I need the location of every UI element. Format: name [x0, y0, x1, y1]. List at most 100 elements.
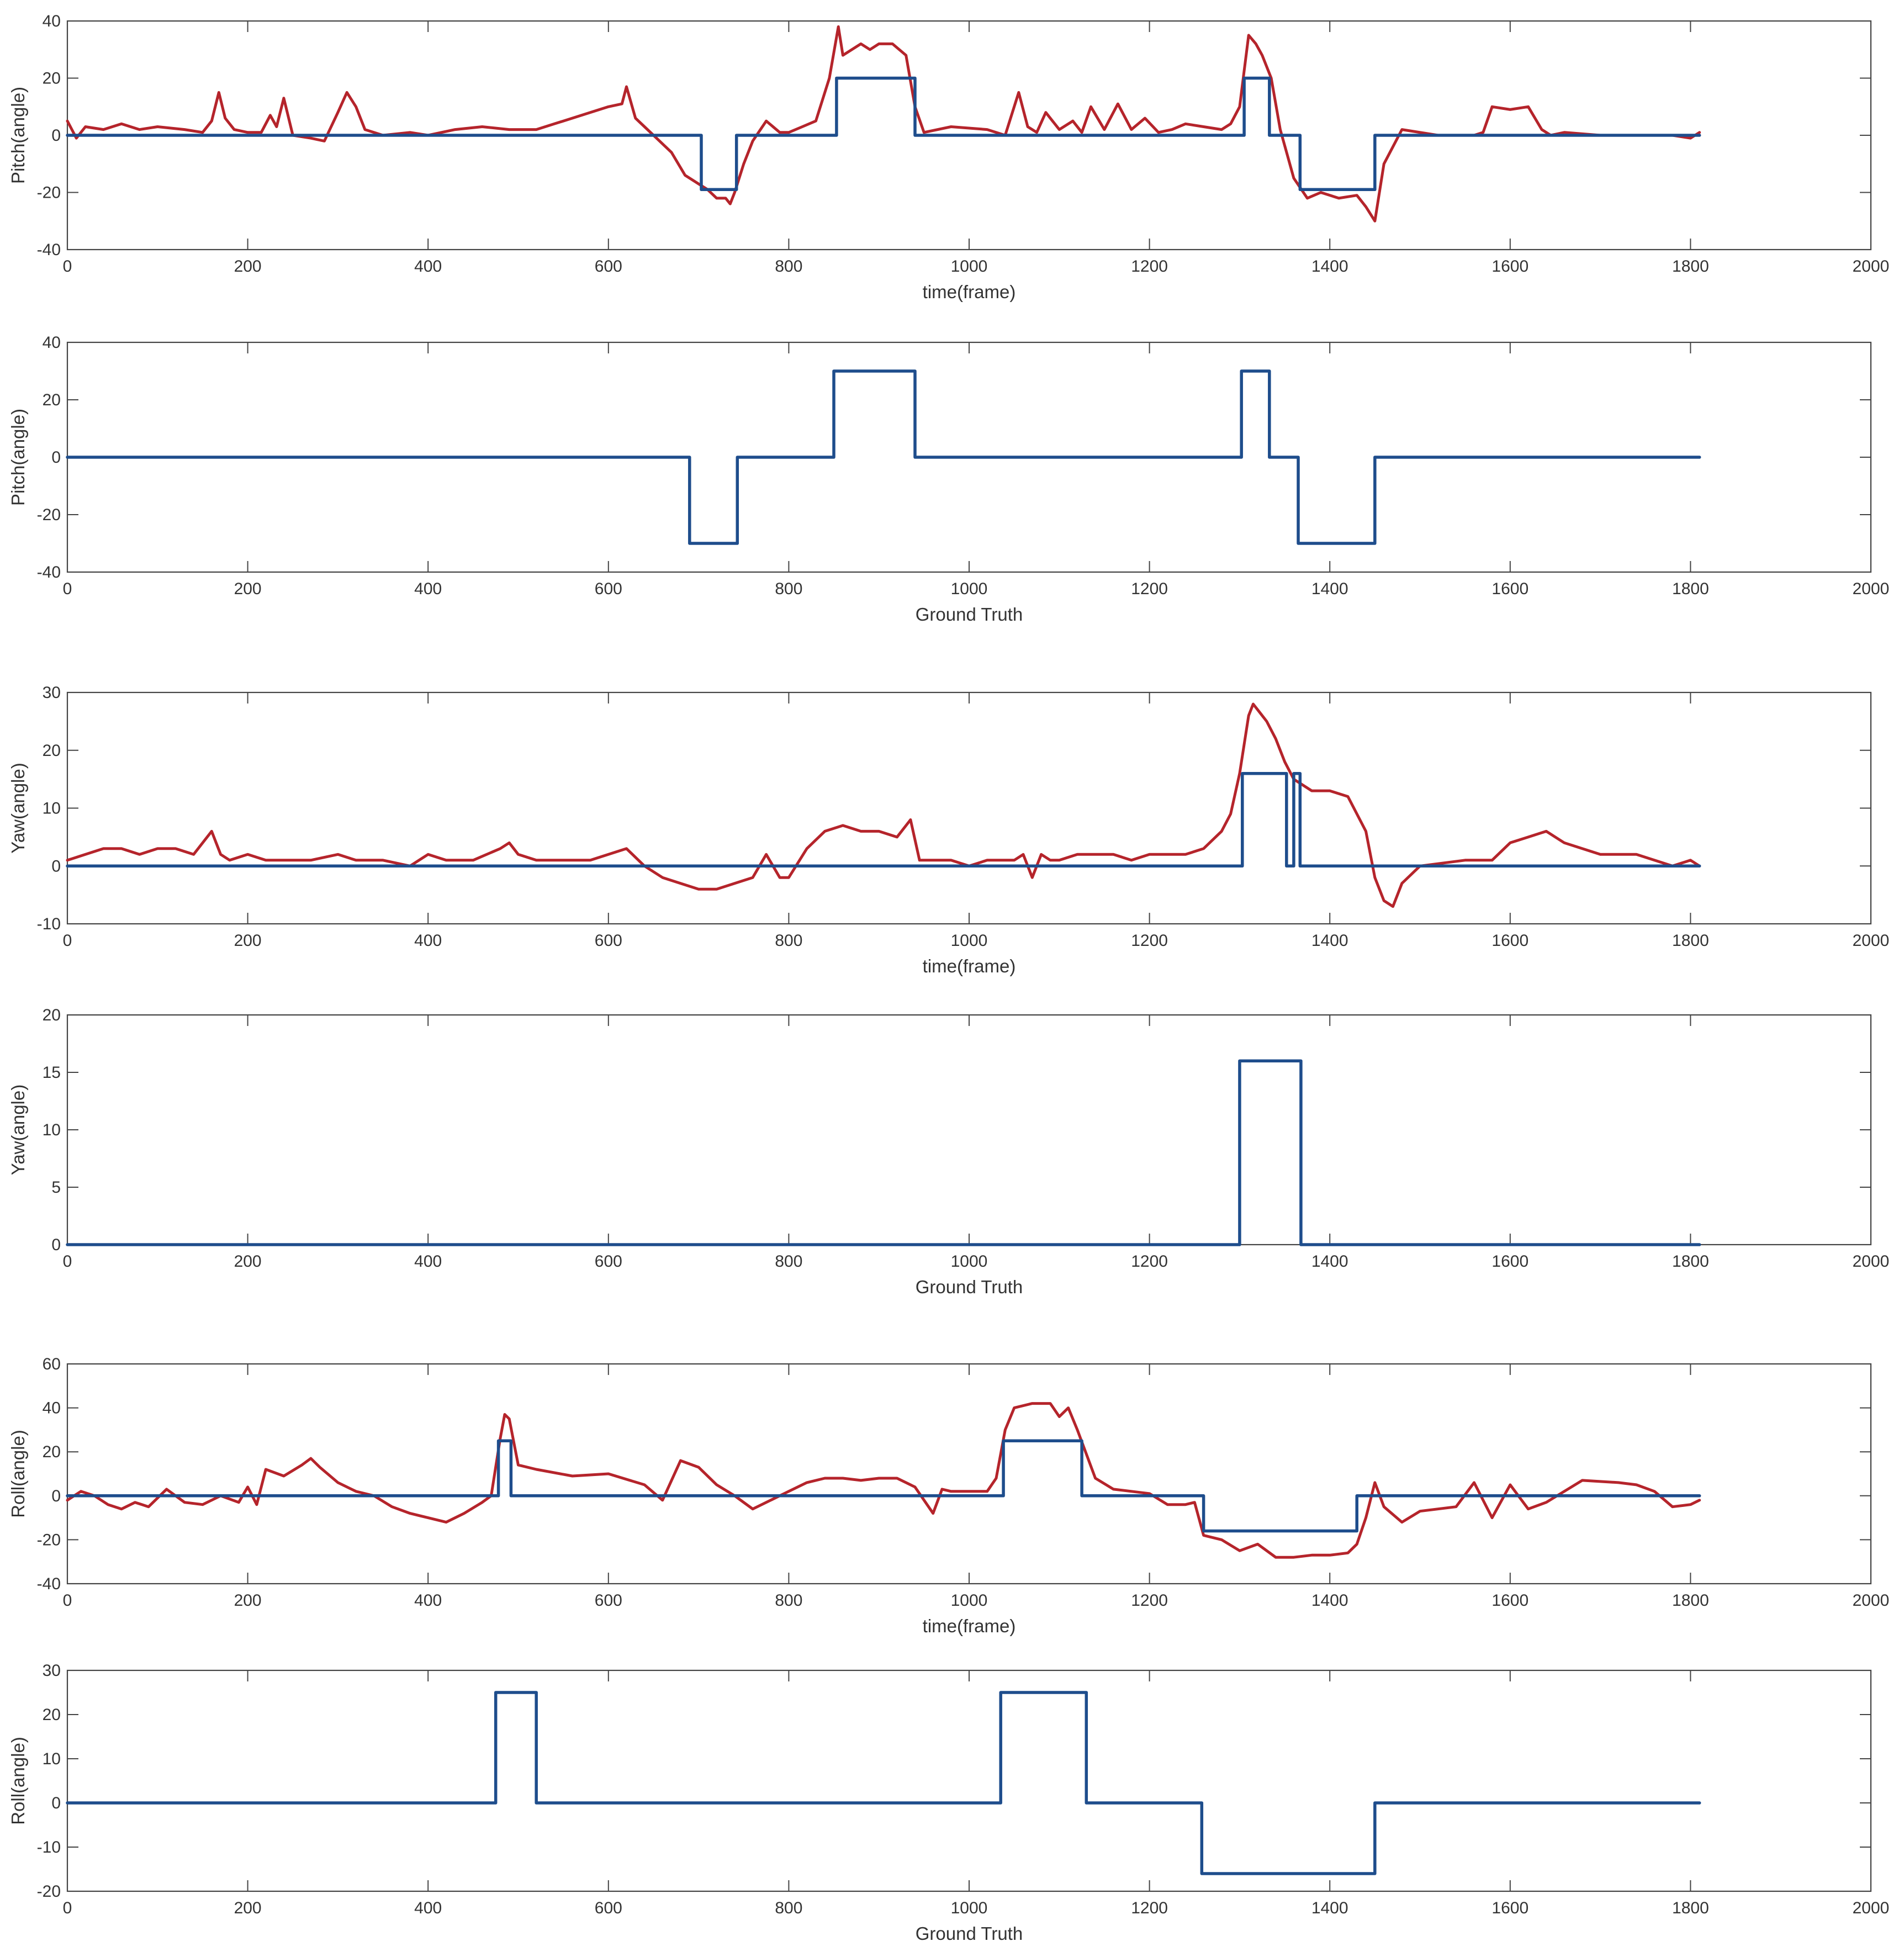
- x-tick-label: 200: [234, 1899, 262, 1917]
- y-axis-label: Yaw(angle): [8, 763, 28, 853]
- y-tick-label: -20: [37, 506, 61, 524]
- x-tick-label: 800: [775, 257, 802, 276]
- series-line-predicted: [66, 702, 1701, 908]
- y-tick-label: -40: [37, 1575, 61, 1593]
- x-axis-label: Ground Truth: [916, 604, 1023, 625]
- y-tick-label: 5: [51, 1178, 61, 1197]
- chart-roll-pred: 0 200 400 600 800 1000 1200 1400 1600 1800 2000-40…: [8, 1355, 1889, 1636]
- y-tick-label: -10: [37, 915, 61, 933]
- chart-yaw-pred: 0 200 400 600 800 1000 1200 1400 1600 1800 2000-10…: [8, 684, 1889, 976]
- y-tick-label: 0: [51, 1794, 61, 1812]
- series-line-ground-truth: [66, 1439, 1701, 1533]
- x-tick-label: 1600: [1492, 1591, 1529, 1610]
- series-line-predicted: [66, 25, 1701, 223]
- y-tick-label: 30: [43, 684, 61, 702]
- x-tick-label: 2000: [1853, 580, 1890, 598]
- x-tick-label: 600: [595, 257, 622, 276]
- x-tick-label: 400: [414, 580, 442, 598]
- x-tick-label: 1000: [951, 1252, 988, 1271]
- series-line-ground-truth: [66, 771, 1701, 868]
- plot-area: [66, 1669, 1872, 1892]
- y-tick-label: -20: [37, 1531, 61, 1549]
- y-tick-label: 15: [43, 1064, 61, 1082]
- x-tick-label: 400: [414, 932, 442, 950]
- x-tick-label: 1400: [1311, 1899, 1348, 1917]
- chart-pitch-gt: 0 200 400 600 800 1000 1200 1400 1600 1800 2000-40…: [8, 334, 1889, 625]
- y-axis-label: Pitch(angle): [8, 409, 28, 506]
- chart-yaw-gt: 0 200 400 600 800 1000 1200 1400 1600 1800 2000 0 5 1…: [8, 1006, 1889, 1297]
- x-tick-label: 0: [63, 580, 72, 598]
- x-tick-label: 1200: [1131, 1899, 1168, 1917]
- series-line-ground-truth: [66, 369, 1701, 545]
- x-tick-label: 1800: [1672, 1252, 1709, 1271]
- x-tick-label: 600: [595, 1899, 622, 1917]
- x-tick-label: 800: [775, 1252, 802, 1271]
- y-axis-label: Pitch(angle): [8, 87, 28, 184]
- x-tick-label: 600: [595, 1252, 622, 1271]
- x-tick-label: 2000: [1853, 1899, 1890, 1917]
- x-tick-label: 1200: [1131, 1252, 1168, 1271]
- x-tick-label: 0: [63, 932, 72, 950]
- x-tick-label: 1400: [1311, 932, 1348, 950]
- x-axis-label: time(frame): [923, 1616, 1016, 1636]
- x-axis-label: time(frame): [923, 282, 1016, 302]
- x-tick-label: 1400: [1311, 1252, 1348, 1271]
- x-axis-label: time(frame): [923, 956, 1016, 976]
- y-axis-label: Roll(angle): [8, 1430, 28, 1518]
- x-tick-label: 1200: [1131, 932, 1168, 950]
- plot-area: [66, 1014, 1872, 1246]
- x-tick-label: 200: [234, 932, 262, 950]
- x-tick-label: 2000: [1853, 1252, 1890, 1271]
- y-tick-label: 30: [43, 1662, 61, 1680]
- y-tick-label: 10: [43, 1121, 61, 1139]
- x-tick-label: 1000: [951, 580, 988, 598]
- x-tick-label: 1600: [1492, 1899, 1529, 1917]
- y-tick-label: 40: [43, 12, 61, 30]
- x-tick-label: 400: [414, 1591, 442, 1610]
- series-line-ground-truth: [66, 76, 1701, 192]
- series-line-ground-truth: [66, 1059, 1701, 1246]
- y-axis-label: Roll(angle): [8, 1737, 28, 1825]
- y-tick-label: 0: [51, 126, 61, 145]
- x-tick-label: 200: [234, 1252, 262, 1271]
- y-axis-label: Yaw(angle): [8, 1085, 28, 1175]
- y-tick-label: -20: [37, 1882, 61, 1901]
- x-tick-label: 1600: [1492, 580, 1529, 598]
- x-tick-label: 1000: [951, 1591, 988, 1610]
- x-tick-label: 1600: [1492, 257, 1529, 276]
- x-tick-label: 1000: [951, 932, 988, 950]
- x-tick-label: 400: [414, 257, 442, 276]
- x-tick-label: 1000: [951, 1899, 988, 1917]
- x-tick-label: 1200: [1131, 257, 1168, 276]
- x-tick-label: 0: [63, 1252, 72, 1271]
- x-tick-label: 200: [234, 1591, 262, 1610]
- chart-roll-gt: 0 200 400 600 800 1000 1200 1400 1600 1800 2000-20…: [8, 1662, 1889, 1944]
- x-tick-label: 400: [414, 1899, 442, 1917]
- y-tick-label: -40: [37, 563, 61, 581]
- x-tick-label: 2000: [1853, 932, 1890, 950]
- x-tick-label: 1600: [1492, 1252, 1529, 1271]
- x-tick-label: 1800: [1672, 932, 1709, 950]
- x-axis-label: Ground Truth: [916, 1277, 1023, 1297]
- x-tick-label: 2000: [1853, 1591, 1890, 1610]
- x-tick-label: 600: [595, 580, 622, 598]
- x-tick-label: 600: [595, 932, 622, 950]
- x-tick-label: 1000: [951, 257, 988, 276]
- chart-pitch-pred: 0 200 400 600 800 1000 1200 1400 1600 1800 2000-40…: [8, 12, 1889, 302]
- y-tick-label: 0: [51, 448, 61, 467]
- y-tick-label: 20: [43, 70, 61, 88]
- y-tick-label: -40: [37, 241, 61, 259]
- x-tick-label: 800: [775, 1899, 802, 1917]
- y-tick-label: 20: [43, 1443, 61, 1461]
- x-tick-label: 0: [63, 1899, 72, 1917]
- y-tick-label: 40: [43, 334, 61, 352]
- x-tick-label: 0: [63, 257, 72, 276]
- x-tick-label: 1400: [1311, 1591, 1348, 1610]
- series-line-ground-truth: [66, 1691, 1701, 1875]
- x-axis-label: Ground Truth: [916, 1923, 1023, 1944]
- x-tick-label: 800: [775, 580, 802, 598]
- y-tick-label: 60: [43, 1355, 61, 1373]
- y-tick-label: -20: [37, 184, 61, 202]
- x-tick-label: 600: [595, 1591, 622, 1610]
